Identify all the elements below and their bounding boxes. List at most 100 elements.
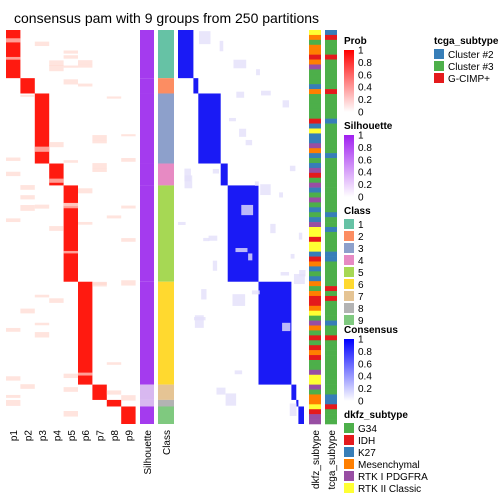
prob-speckle <box>63 50 78 54</box>
prob-speckle <box>63 55 78 59</box>
dkfz-cell <box>309 108 321 115</box>
prob-cell-class-1 <box>6 30 21 79</box>
silhouette-block-6 <box>140 281 154 385</box>
dkfz-cell <box>309 256 321 262</box>
tcga-cell <box>325 350 337 356</box>
tcga-cell <box>325 177 337 183</box>
prob-heatmap <box>6 30 136 424</box>
class-legend-swatch <box>344 231 354 241</box>
tcga-cell <box>325 138 337 144</box>
tcga-cell <box>325 162 337 169</box>
column-label-p5: p5 <box>67 430 78 442</box>
silhouette-legend-tick: 0.6 <box>358 155 372 166</box>
prob-speckle <box>49 298 64 303</box>
consensus-speckle <box>280 272 290 276</box>
consensus-legend-tick: 0.2 <box>358 384 372 395</box>
tcga-cell <box>325 34 337 41</box>
tcga-cell <box>325 300 337 307</box>
dkfz-subtype-label: dkfz_subtype <box>311 430 322 489</box>
silhouette-label: Silhouette <box>143 430 154 475</box>
dkfz-legend-label: IDH <box>358 436 375 447</box>
class-legend-swatch <box>344 291 354 301</box>
consensus-speckle <box>298 232 303 240</box>
dkfz-cell <box>309 128 321 134</box>
tcga-cell <box>325 315 337 321</box>
consensus-block-4 <box>220 163 228 186</box>
dkfz-cell <box>309 39 321 46</box>
dkfz-cell <box>309 207 321 213</box>
dkfz-cell <box>309 335 321 341</box>
consensus-speckle <box>299 270 306 277</box>
consensus-block-6 <box>258 281 292 385</box>
dkfz-legend-swatch <box>344 459 354 469</box>
dkfz-cell <box>309 138 321 144</box>
dkfz-cell <box>309 143 321 149</box>
class-legend-label: 7 <box>358 292 364 303</box>
tcga-cell <box>325 389 337 395</box>
class-legend-swatch <box>344 255 354 265</box>
consensus-speckle <box>241 204 254 216</box>
silhouette-legend-gradient <box>344 135 354 197</box>
consensus-speckle <box>279 192 283 198</box>
silhouette-legend-title: Silhouette <box>344 121 393 132</box>
consensus-speckle <box>203 237 210 242</box>
dkfz-cell <box>309 118 321 124</box>
dkfz-cell <box>309 266 321 272</box>
prob-cell-class-6 <box>78 281 93 385</box>
tcga-cell <box>325 369 337 376</box>
tcga-cell <box>325 266 337 272</box>
dkfz-cell <box>309 158 321 164</box>
class-legend-swatch <box>344 315 354 325</box>
dkfz-cell <box>309 30 321 36</box>
dkfz-cell <box>309 359 321 366</box>
class-block-1 <box>158 30 174 79</box>
tcga-cell <box>325 295 337 302</box>
dkfz-cell <box>309 103 321 110</box>
dkfz-cell <box>309 153 321 159</box>
dkfz-cell <box>309 84 321 90</box>
consensus-speckle <box>245 139 253 146</box>
tcga-cell <box>325 89 337 95</box>
tcga-cell <box>325 30 337 36</box>
class-legend-label: 1 <box>358 220 364 231</box>
dkfz-cell <box>309 246 321 252</box>
dkfz-cell <box>309 182 321 188</box>
prob-speckle <box>49 178 64 183</box>
tcga-cell <box>325 291 337 297</box>
consensus-speckle <box>219 40 224 52</box>
prob-speckle <box>106 362 122 365</box>
prob-speckle <box>20 195 35 200</box>
dkfz-cell <box>309 44 321 50</box>
dkfz-cell <box>309 310 321 316</box>
tcga-cell <box>325 197 337 203</box>
class-label: Class <box>162 430 173 455</box>
dkfz-legend-label: G34 <box>358 424 377 435</box>
silhouette-bar <box>140 30 154 424</box>
tcga-cell <box>325 113 337 119</box>
dkfz-cell <box>309 89 321 95</box>
column-label-p8: p8 <box>110 430 121 442</box>
tcga-cell <box>325 133 337 139</box>
class-legend-label: 9 <box>358 316 364 327</box>
tcga-cell <box>325 103 337 110</box>
tcga-cell <box>325 202 337 208</box>
dkfz-legend-label: RTK I PDGFRA <box>358 472 428 483</box>
prob-speckle <box>92 168 107 172</box>
dkfz-cell <box>309 261 321 267</box>
tcga-cell <box>325 374 337 380</box>
prob-speckle <box>49 65 64 72</box>
dkfz-cell <box>309 217 321 223</box>
column-label-p3: p3 <box>38 430 49 442</box>
tcga-cell <box>325 59 337 65</box>
prob-speckle <box>6 56 21 60</box>
dkfz-legend-label: RTK II Classic <box>358 484 421 495</box>
tcga-cell <box>325 64 337 70</box>
dkfz-cell <box>309 202 321 208</box>
dkfz-legend-swatch <box>344 447 354 457</box>
prob-speckle <box>78 372 93 376</box>
prob-speckle <box>34 332 50 338</box>
prob-speckle <box>78 64 93 68</box>
tcga-cell <box>325 98 337 105</box>
dkfz-cell <box>309 271 321 277</box>
tcga-legend-label: Cluster #2 <box>448 50 494 61</box>
